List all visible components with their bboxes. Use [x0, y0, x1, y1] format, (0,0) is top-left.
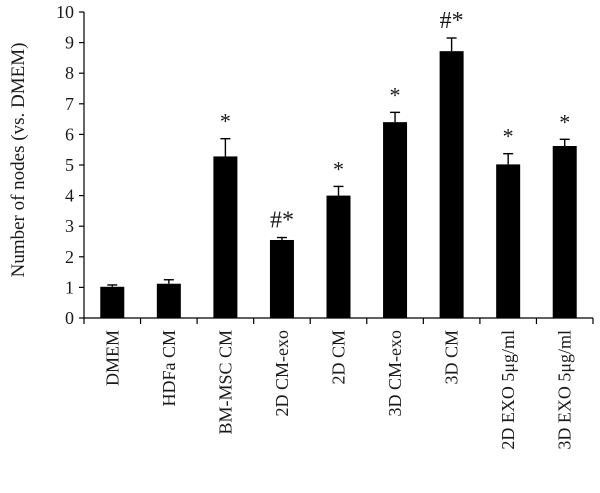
x-tick-label: 2D CM-exo [272, 330, 292, 417]
x-tick-label: 3D CM-exo [385, 330, 405, 417]
y-tick-label: 3 [65, 216, 74, 236]
significance-marker: * [503, 124, 514, 149]
y-tick-label: 4 [65, 186, 74, 206]
x-tick-label: DMEM [102, 330, 122, 386]
bar [496, 164, 521, 318]
y-tick-label: 8 [65, 63, 74, 83]
x-tick-labels: DMEM HDFa CM BM-MSC CM 2D CM-exo 2D CM 3D CM-… [102, 330, 574, 450]
bar [439, 51, 464, 318]
bar [269, 239, 294, 318]
x-tick-label: HDFa CM [159, 330, 179, 407]
x-tick-label: BM-MSC CM [215, 330, 235, 435]
y-tick-label: 0 [65, 308, 74, 328]
significance-marker: * [559, 109, 570, 134]
x-tick-label: 3D EXO 5μg/ml [555, 330, 575, 450]
bar [383, 122, 408, 318]
y-tick-label: 9 [65, 33, 74, 53]
y-tick-label: 6 [65, 124, 74, 144]
significance-annotations: * #* * * #* * * [220, 8, 570, 234]
y-axis-label: Number of nodes (vs. DMEM) [8, 43, 29, 278]
significance-marker: * [333, 156, 344, 181]
significance-marker: * [220, 109, 231, 134]
y-tick-label: 7 [65, 94, 74, 114]
x-tick-label: 2D EXO 5μg/ml [498, 330, 518, 450]
significance-marker: #* [270, 208, 294, 234]
significance-marker: * [390, 82, 401, 107]
y-tick-label: 10 [56, 2, 74, 22]
x-tick-label: 2D CM [329, 330, 349, 385]
y-tick-label: 1 [65, 277, 74, 297]
y-tick-label: 5 [65, 155, 74, 175]
x-tick-label: 3D CM [442, 330, 462, 385]
bars [100, 37, 577, 318]
bar [213, 156, 238, 318]
significance-marker: #* [440, 8, 464, 34]
y-ticks: 0 1 2 3 4 5 6 7 8 9 10 [56, 2, 84, 328]
bar [552, 146, 577, 318]
bar [326, 195, 351, 318]
bar [156, 283, 181, 318]
bar [100, 286, 125, 318]
y-tick-label: 2 [65, 247, 74, 267]
